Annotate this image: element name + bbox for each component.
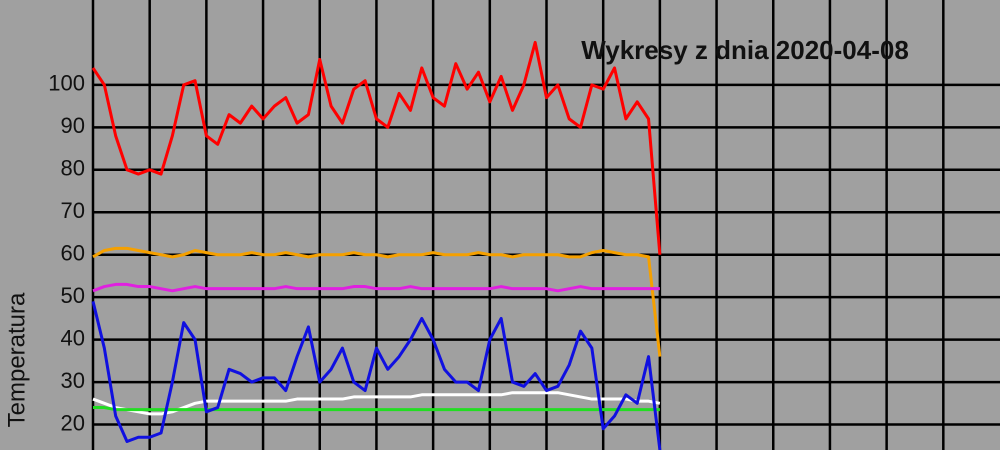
series-line [92,391,661,416]
series-line [93,406,660,412]
series-line [91,301,662,450]
y-tick-label: 60 [61,241,85,266]
y-tick-label: 70 [61,198,85,223]
y-axis-label: Temperatura [3,292,30,427]
grid [91,0,1000,450]
chart-title: Wykresy z dnia 2020-04-08 [581,35,909,65]
lines [91,40,662,450]
y-tick-label: 80 [61,156,85,181]
series-line [92,282,660,293]
y-tick-label: 30 [61,368,85,393]
y-tick-label: 20 [61,410,85,435]
y-tick-label: 40 [61,325,85,350]
series-line [91,40,662,255]
series-line [92,246,662,357]
y-tick-label: 50 [61,283,85,308]
y-tick-label: 90 [61,113,85,138]
y-tick-label: 100 [48,71,85,96]
